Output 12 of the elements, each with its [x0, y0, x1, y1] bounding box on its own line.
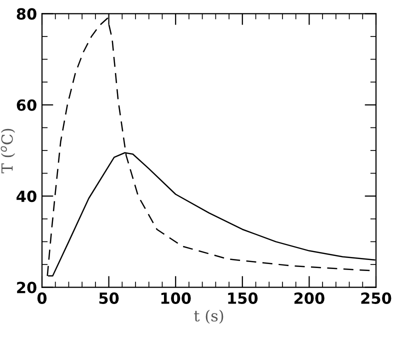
x-tick-label: 200: [294, 292, 324, 304]
y-tick-label: 80: [16, 8, 36, 20]
y-axis-title: T ($^{o}$C): [0, 128, 15, 174]
x-tick-label: 100: [161, 292, 191, 304]
x-axis-title: t (s): [194, 310, 224, 324]
y-tick-label: 60: [16, 99, 36, 111]
x-tick-label: 150: [228, 292, 258, 304]
x-tick-label: 250: [361, 292, 392, 304]
y-tick-label: 40: [16, 190, 36, 202]
y-tick-label: 20: [17, 282, 36, 294]
x-tick-label: 50: [99, 292, 119, 304]
x-tick-label: 0: [37, 292, 47, 304]
